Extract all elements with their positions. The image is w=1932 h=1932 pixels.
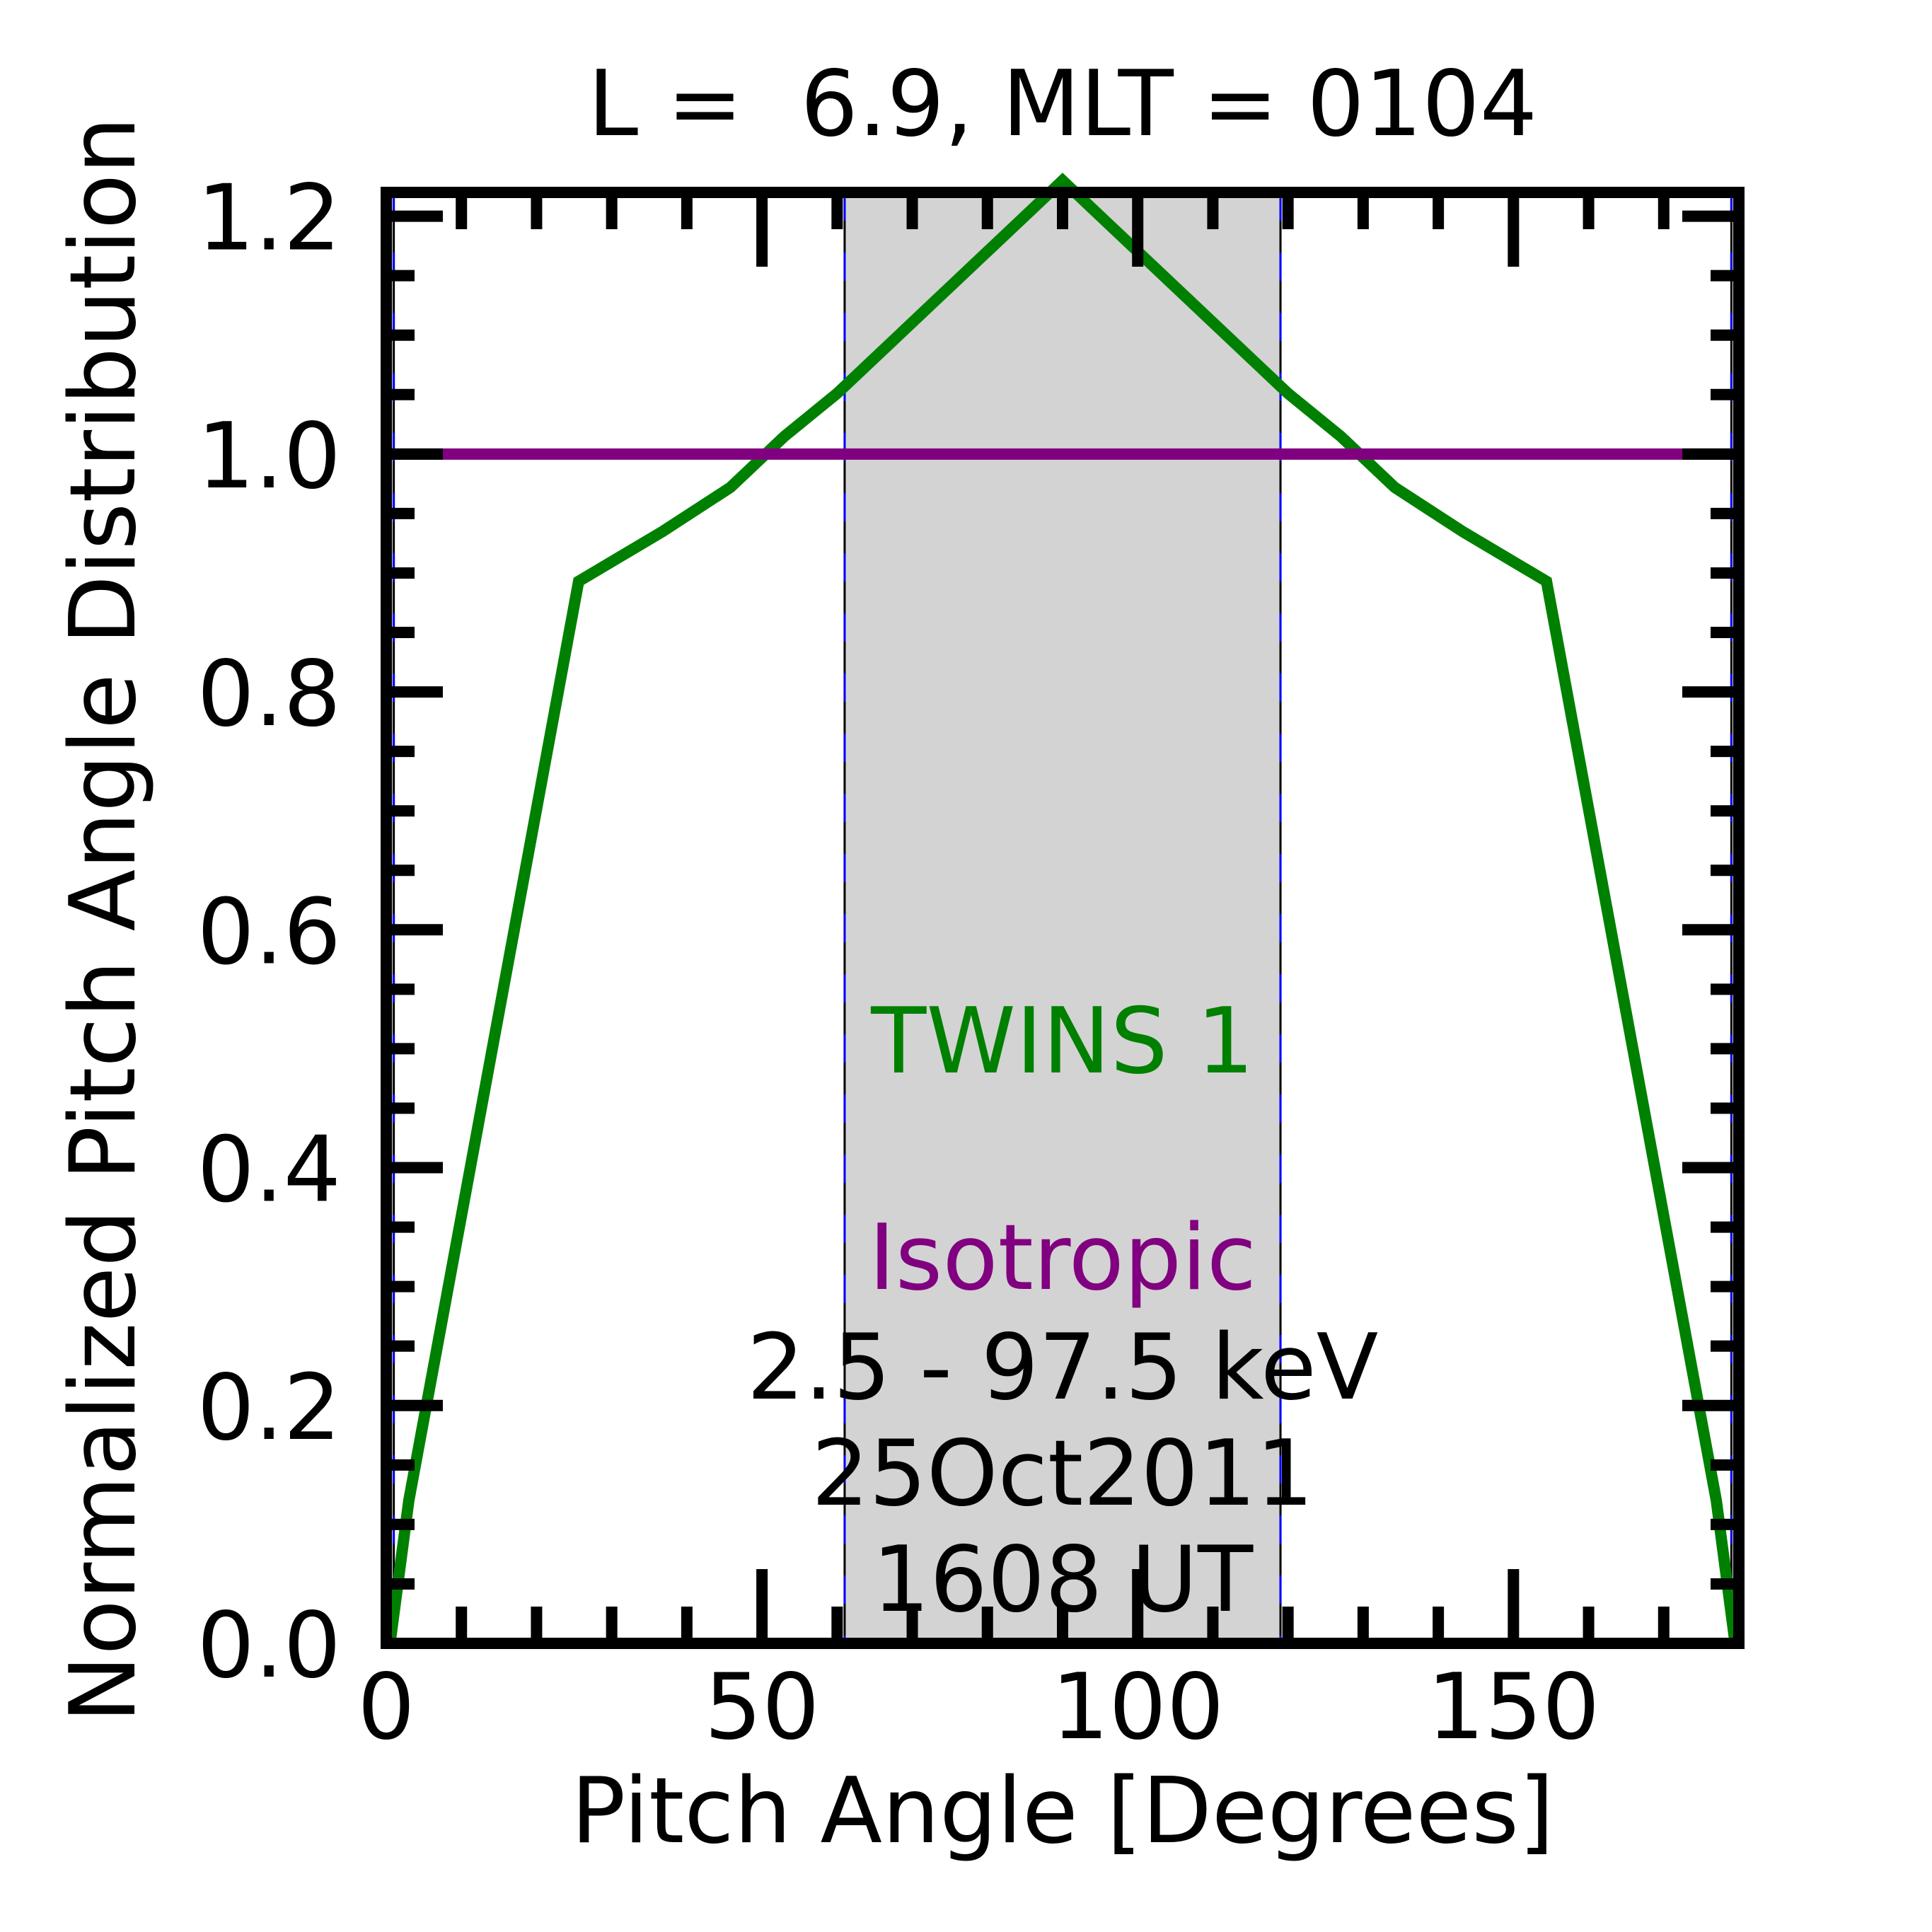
y-axis-label: Normalized Pitch Angle Distribution bbox=[51, 117, 156, 1723]
shaded-region bbox=[844, 192, 1281, 1643]
annotation-date: 25Oct2011 bbox=[811, 1421, 1314, 1527]
axes-frame bbox=[381, 187, 1745, 1649]
data-series bbox=[384, 173, 1741, 1645]
series-line-twins-1 bbox=[384, 173, 1741, 1645]
y-tick-label: 0.2 bbox=[197, 1355, 341, 1461]
x-tick-label: 0 bbox=[357, 1655, 415, 1760]
y-tick-label: 0.6 bbox=[197, 879, 341, 985]
y-tick-label: 1.0 bbox=[197, 404, 341, 509]
x-tick-label: 100 bbox=[1051, 1655, 1224, 1760]
annotation-isotropic: Isotropic bbox=[869, 1205, 1256, 1311]
chart-title: L = 6.9, MLT = 0104 bbox=[588, 52, 1537, 157]
x-tick-label: 150 bbox=[1427, 1655, 1600, 1760]
annotation-twins: TWINS 1 bbox=[870, 989, 1254, 1094]
annotation-energy: 2.5 - 97.5 keV bbox=[747, 1315, 1379, 1421]
shaded-regions bbox=[386, 192, 1739, 1643]
y-tick-label: 0.4 bbox=[197, 1118, 341, 1223]
y-tick-label: 0.0 bbox=[197, 1593, 341, 1699]
y-tick-label: 0.8 bbox=[197, 642, 341, 747]
tick-labels: 0 50 100 150 0.0 0.2 0.4 0.6 0.8 1.0 1.2 bbox=[197, 166, 1600, 1760]
x-axis-label: Pitch Angle [Degrees] bbox=[571, 1759, 1554, 1864]
y-tick-label: 1.2 bbox=[197, 166, 341, 272]
x-tick-label: 50 bbox=[705, 1655, 820, 1760]
annotation-time: 1608 UT bbox=[872, 1527, 1254, 1633]
